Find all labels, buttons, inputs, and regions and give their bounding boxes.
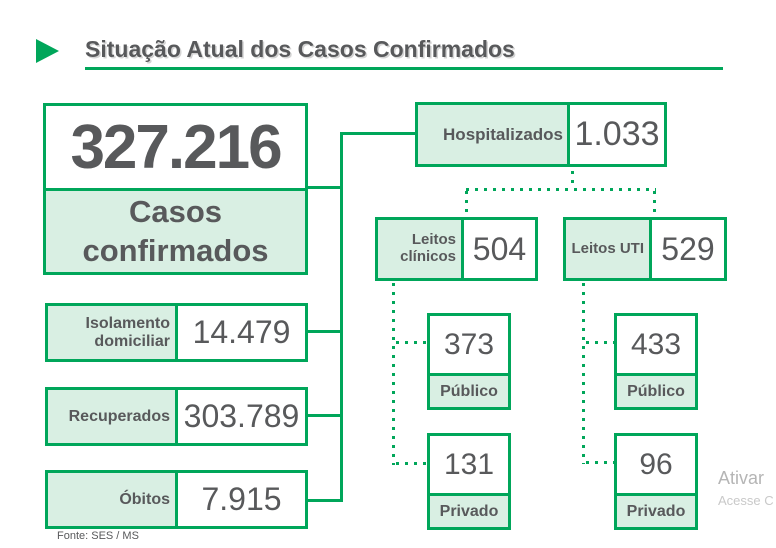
activation-watermark: Ativar Acesse C	[718, 468, 774, 508]
recovered-label: Recuperados	[48, 390, 178, 443]
confirmed-cases-box: 327.216 Casos confirmados	[43, 103, 308, 275]
confirmed-cases-label: Casos confirmados	[46, 188, 305, 272]
title-bullet-icon	[36, 39, 59, 63]
deaths-value: 7.915	[178, 473, 305, 526]
clinical-private-box: 131 Privado	[427, 433, 511, 530]
clinical-beds-box: Leitos clínicos 504	[375, 217, 538, 281]
home-isolation-box: Isolamento domiciliar 14.479	[45, 303, 308, 362]
icu-private-box: 96 Privado	[614, 433, 698, 530]
activation-watermark-line2: Acesse C	[718, 493, 774, 508]
dotted-branch-left-down	[465, 191, 468, 217]
icu-beds-label: Leitos UTI	[566, 220, 652, 278]
deaths-box: Óbitos 7.915	[45, 470, 308, 529]
dotted-branch-right-down	[653, 191, 656, 217]
icu-private-value: 96	[617, 436, 695, 493]
confirmed-cases-value: 327.216	[46, 106, 305, 188]
clinical-public-label: Público	[430, 373, 508, 407]
dotted-clinical-trunk	[392, 283, 395, 465]
icu-private-label: Privado	[617, 493, 695, 527]
title-underline	[85, 67, 723, 70]
icu-public-value: 433	[617, 316, 695, 373]
activation-watermark-line1: Ativar	[718, 468, 765, 488]
icu-beds-box: Leitos UTI 529	[563, 217, 727, 281]
dotted-stub-icu-public	[586, 341, 614, 344]
hospitalized-label: Hospitalizados	[418, 105, 570, 164]
icu-public-box: 433 Público	[614, 313, 698, 410]
dotted-stub-clinical-private	[396, 462, 427, 465]
clinical-public-box: 373 Público	[427, 313, 511, 410]
recovered-value: 303.789	[178, 390, 305, 443]
dotted-stub-icu-private	[586, 461, 614, 464]
hospitalized-box: Hospitalizados 1.033	[415, 102, 667, 167]
dotted-icu-trunk	[582, 283, 585, 464]
recovered-box: Recuperados 303.789	[45, 387, 308, 446]
connector-trunk	[340, 132, 343, 502]
hospitalized-value: 1.033	[570, 105, 664, 164]
clinical-private-value: 131	[430, 436, 508, 493]
home-isolation-label: Isolamento domiciliar	[48, 306, 178, 359]
clinical-beds-label: Leitos clínicos	[378, 220, 464, 278]
icu-beds-value: 529	[652, 220, 724, 278]
home-isolation-value: 14.479	[178, 306, 305, 359]
clinical-private-label: Privado	[430, 493, 508, 527]
page-title: Situação Atual dos Casos Confirmados	[85, 36, 515, 62]
icu-public-label: Público	[617, 373, 695, 407]
connector-from-deaths	[308, 499, 340, 502]
clinical-public-value: 373	[430, 316, 508, 373]
dotted-branch-horizontal	[466, 188, 656, 191]
deaths-label: Óbitos	[48, 473, 178, 526]
dotted-hospitalized-down	[571, 171, 574, 188]
connector-from-recovered	[308, 414, 340, 417]
connector-from-confirmed	[308, 186, 340, 189]
source-note: Fonte: SES / MS	[57, 530, 139, 542]
clinical-beds-value: 504	[464, 220, 535, 278]
dotted-stub-clinical-public	[396, 341, 427, 344]
connector-from-isolation	[308, 330, 340, 333]
connector-to-hospitalized	[343, 132, 415, 135]
